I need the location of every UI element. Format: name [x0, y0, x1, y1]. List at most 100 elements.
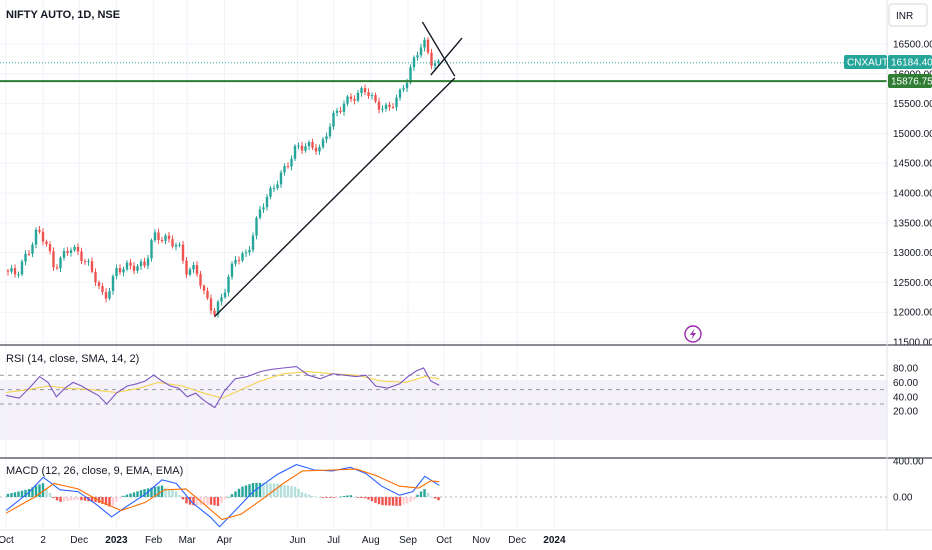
candle-body — [377, 101, 381, 110]
candle-body — [136, 266, 139, 271]
macd-histogram-bar — [332, 497, 335, 498]
macd-histogram-bar — [279, 484, 283, 497]
candle-body — [272, 188, 276, 190]
candle-body — [402, 88, 405, 90]
candle-body — [353, 99, 356, 101]
time-axis-label: 2024 — [543, 535, 566, 546]
candle-body — [115, 268, 118, 277]
macd-histogram-bar — [234, 491, 237, 497]
macd-histogram-bar — [377, 497, 381, 505]
candle-body — [318, 147, 321, 152]
time-axis-label: Dec — [70, 535, 88, 546]
time-axis-label: Nov — [472, 535, 490, 546]
macd-histogram-bar — [220, 497, 223, 503]
rsi-pane[interactable] — [0, 366, 887, 409]
candle-body — [202, 285, 206, 291]
macd-histogram-bar — [412, 497, 416, 500]
candle-body — [27, 253, 31, 255]
macd-histogram-bar — [31, 487, 34, 497]
candle-body — [83, 261, 87, 263]
lightning-icon[interactable] — [684, 325, 702, 343]
candle-body — [87, 261, 90, 263]
macd-histogram-bar — [398, 497, 402, 506]
rsi-title: RSI (14, close, SMA, 14, 2) — [6, 353, 139, 365]
time-axis-label: Mar — [179, 535, 197, 546]
macd-histogram-bar — [391, 497, 395, 506]
candle-body — [17, 274, 20, 276]
macd-histogram-bar — [374, 497, 377, 503]
candle-body — [384, 104, 388, 109]
candle-body — [388, 104, 391, 107]
macd-title: MACD (12, 26, close, 9, EMA, EMA) — [6, 465, 183, 477]
macd-histogram-bar — [237, 488, 241, 497]
macd-histogram-bar — [41, 483, 45, 497]
candle-body — [132, 265, 136, 271]
signal-line — [5, 468, 440, 521]
macd-histogram-bar — [209, 497, 213, 505]
macd-histogram-bar — [430, 496, 433, 498]
price-pane[interactable] — [0, 21, 887, 318]
macd-histogram-bar — [139, 490, 143, 497]
macd-histogram-bar — [45, 487, 48, 497]
macd-histogram-bar — [258, 482, 262, 497]
macd-histogram-bar — [136, 491, 139, 497]
candle-body — [265, 196, 269, 208]
candle-body — [276, 184, 279, 189]
macd-histogram-bar — [167, 489, 171, 497]
level-price-text: 15876.75 — [891, 77, 932, 88]
macd-histogram-bar — [342, 496, 346, 497]
candle-body — [279, 172, 283, 185]
time-axis-label: Aug — [362, 535, 380, 546]
candle-body — [195, 265, 199, 275]
candle-body — [69, 250, 73, 253]
time-axis-label: Jun — [290, 535, 306, 546]
rsi-axis-label: 60.00 — [893, 378, 918, 389]
candle-body — [38, 229, 41, 232]
candle-body — [206, 290, 209, 299]
candle-body — [220, 297, 223, 302]
macd-histogram-bar — [125, 494, 129, 497]
macd-histogram-bar — [405, 497, 409, 504]
candle-body — [181, 244, 185, 261]
candle-body — [363, 88, 367, 93]
candle-body — [150, 240, 153, 259]
candle-body — [227, 276, 230, 293]
candle-body — [269, 188, 272, 197]
macd-histogram-bar — [356, 497, 360, 498]
macd-histogram-bar — [353, 496, 356, 498]
macd-histogram-bar — [17, 491, 20, 497]
candle-body — [76, 246, 80, 252]
candle-body — [346, 96, 349, 104]
candle-body — [10, 268, 13, 272]
symbol-price-tag: CNXAUTO 16184.40 — [844, 55, 932, 69]
macd-histogram-bar — [80, 497, 83, 501]
macd-histogram-bar — [230, 494, 234, 497]
macd-histogram-bar — [381, 497, 384, 506]
macd-histogram-bar — [297, 488, 300, 497]
price-axis-label: 13000.00 — [893, 248, 932, 259]
candle-body — [356, 92, 360, 101]
macd-histogram-bar — [73, 497, 76, 501]
candle-body — [164, 235, 167, 241]
candle-body — [213, 310, 216, 315]
candle-body — [395, 97, 398, 108]
price-axis-label: 15500.00 — [893, 99, 932, 110]
candle-body — [20, 261, 24, 275]
candle-body — [416, 55, 419, 58]
macd-histogram-bar — [132, 492, 136, 497]
macd-histogram-bar — [321, 497, 325, 498]
price-axis-label: 14500.00 — [893, 159, 932, 170]
macd-histogram-bar — [255, 482, 258, 497]
macd-histogram-bar — [213, 497, 216, 506]
candle-body — [342, 103, 346, 112]
candle-body — [304, 146, 307, 151]
candle-body — [293, 145, 297, 159]
candle-body — [321, 139, 325, 148]
macd-pane[interactable] — [0, 464, 887, 528]
currency-button[interactable] — [888, 3, 928, 27]
candle-body — [251, 235, 255, 250]
macd-histogram-bar — [108, 497, 111, 507]
price-axis-label: 16500.00 — [893, 40, 932, 51]
macd-histogram-bar — [69, 497, 73, 501]
macd-histogram-bar — [318, 496, 321, 498]
